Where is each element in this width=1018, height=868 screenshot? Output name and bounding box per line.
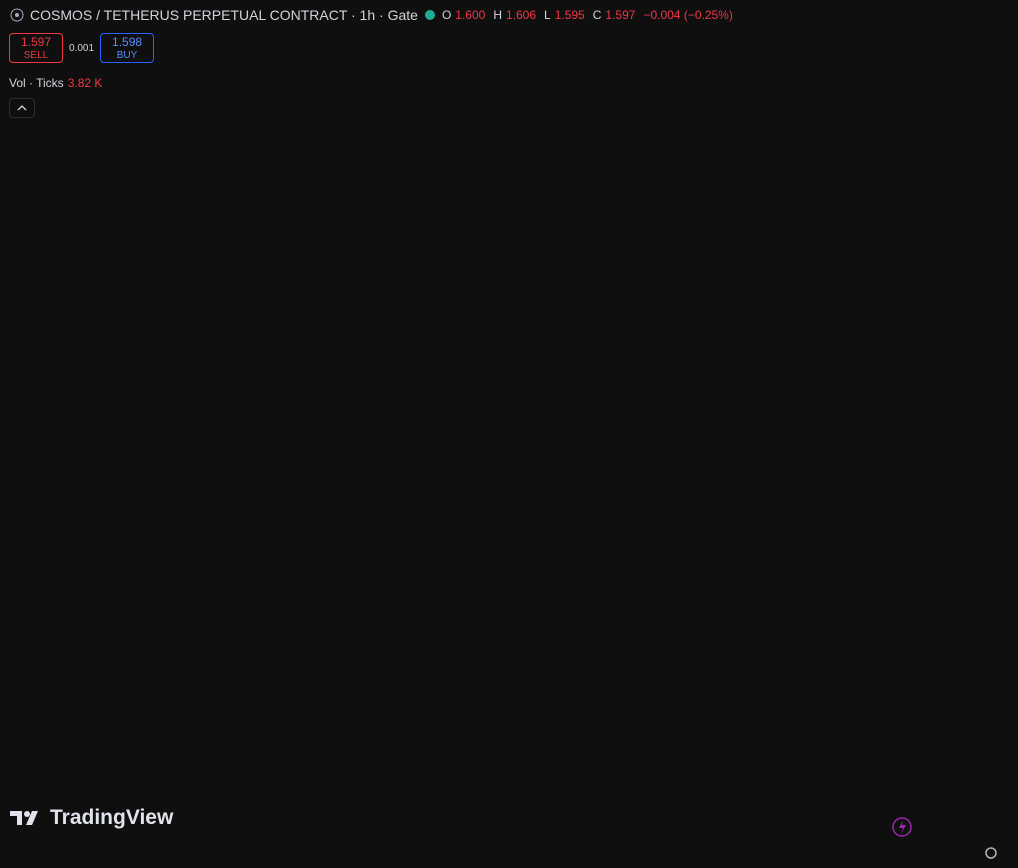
collapse-button[interactable] — [9, 98, 35, 118]
ohlc: O 1.600 H 1.606 L 1.595 C 1.597 −0.004 (−0.2… — [442, 8, 737, 22]
sell-button[interactable]: 1.597 SELL — [9, 33, 63, 63]
alert-icon[interactable] — [892, 817, 912, 837]
alert-bolt — [899, 820, 906, 834]
sell-label: SELL — [23, 50, 49, 61]
brand-logo — [10, 811, 38, 825]
ohlc-value: 1.597 — [605, 8, 636, 22]
indicator-legend: Vol · Ticks 3.82 K — [9, 76, 102, 90]
settings-icon[interactable] — [985, 847, 997, 859]
status-dot — [424, 10, 435, 20]
ohlc-value: 1.606 — [505, 8, 537, 22]
ohlc-key: C — [592, 8, 602, 22]
sell-price: 1.597 — [20, 35, 52, 49]
indicator-value: 3.82 K — [67, 76, 103, 90]
buy-label: BUY — [116, 50, 138, 61]
ohlc-key: O — [441, 8, 452, 22]
spread: 0.001 — [69, 42, 95, 54]
ohlc-key: L — [544, 8, 551, 22]
brand-name: TradingView — [50, 806, 174, 829]
ohlc-value: 1.595 — [554, 8, 585, 22]
buy-button[interactable]: 1.598 BUY — [100, 33, 155, 63]
ohlc-key: H — [493, 8, 502, 22]
indicator-name[interactable]: Vol · Ticks — [9, 76, 64, 90]
brand: TradingView — [10, 806, 173, 830]
symbol-icon — [10, 8, 24, 22]
trade-panel: 1.597 SELL 0.001 1.598 BUY — [9, 33, 155, 63]
collapse-icon — [17, 105, 27, 111]
change: −0.004 (−0.25%) — [643, 8, 733, 22]
symbol-title[interactable]: COSMOS / TETHERUS PERPETUAL CONTRACT · 1… — [30, 7, 418, 23]
ohlc-value: 1.600 — [455, 8, 486, 22]
symbol-header: COSMOS / TETHERUS PERPETUAL CONTRACT · 1… — [10, 7, 737, 23]
buy-price: 1.598 — [112, 35, 143, 49]
